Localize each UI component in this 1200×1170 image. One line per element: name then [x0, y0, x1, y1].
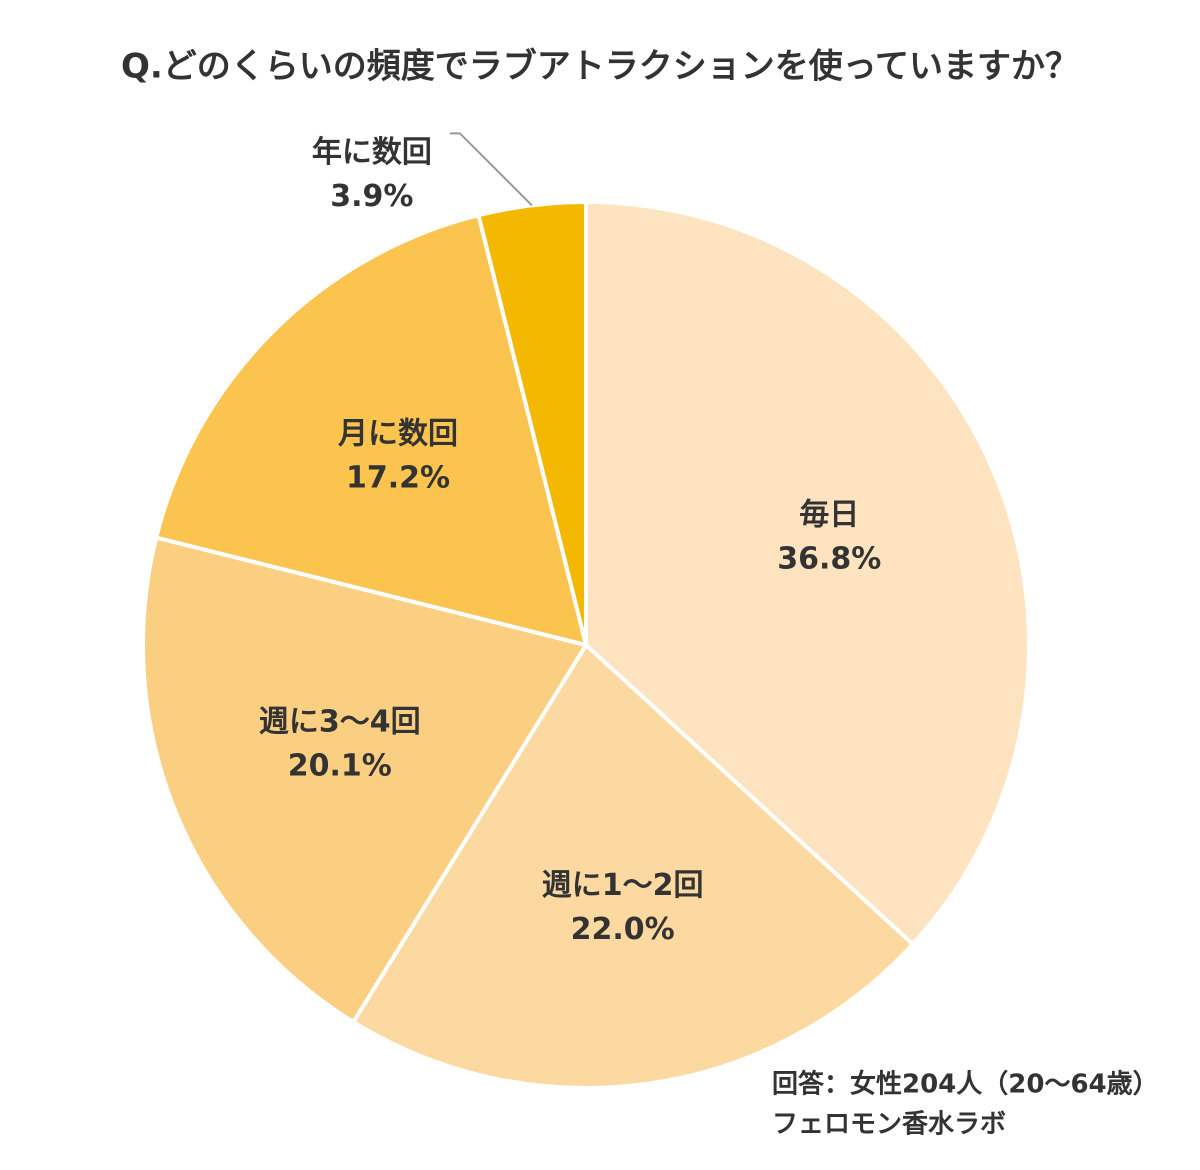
pie-slice — [141, 535, 590, 1025]
value-label: 3.9% — [330, 179, 413, 214]
pie-slice — [476, 199, 588, 646]
value-label: 36.8% — [777, 541, 881, 576]
value-label: 22.0% — [571, 912, 675, 947]
pie-slice — [350, 641, 916, 1090]
slice-label: 年に数回 — [312, 135, 432, 170]
slice-label: 週に1〜2回 — [542, 868, 704, 903]
pie-slice — [584, 199, 1031, 947]
value-label: 17.2% — [346, 461, 450, 496]
slice-label: 毎日 — [799, 497, 859, 532]
value-label: 20.1% — [288, 749, 392, 784]
note: 回答：女性204人（20〜64歳） — [772, 1069, 1159, 1100]
pie-slice — [153, 212, 589, 648]
slice-label: 週に3〜4回 — [259, 705, 421, 740]
source: フェロモン香水ラボ — [772, 1110, 1006, 1140]
chart-title: Q.どのくらいの頻度でラブアトラクションを使っていますか？ — [121, 47, 1079, 87]
slice-label: 月に数回 — [338, 417, 458, 452]
leader-line — [449, 132, 533, 207]
